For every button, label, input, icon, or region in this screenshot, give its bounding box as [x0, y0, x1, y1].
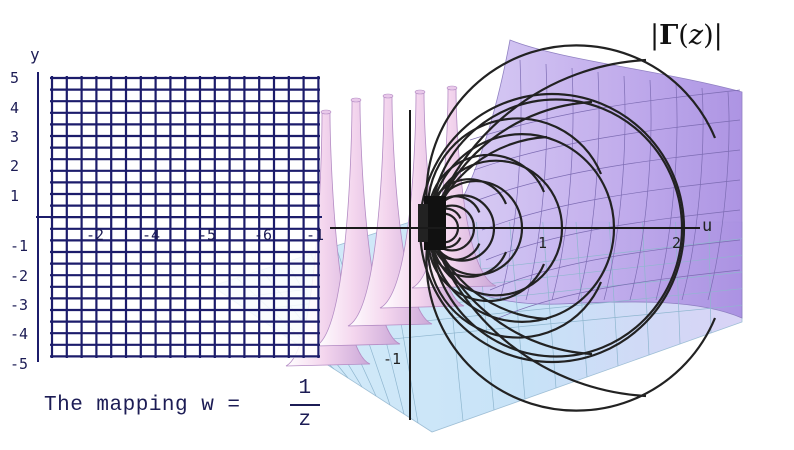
z-y-tick: -3 — [10, 296, 28, 314]
w-arc-upper — [425, 44, 717, 229]
surface-wall — [419, 39, 743, 319]
z-y-tick: 2 — [10, 157, 19, 175]
w-arc-upper — [426, 117, 603, 229]
z-y-tick: -2 — [10, 267, 28, 285]
fraction-denominator: z — [298, 409, 312, 432]
caption-text: The mapping w = — [44, 394, 241, 417]
origin-cluster — [418, 196, 446, 250]
z-y-tick: 3 — [10, 128, 19, 146]
w-arc-lower — [428, 227, 647, 398]
pole-spike-tip — [350, 97, 362, 103]
fraction-bar — [290, 404, 320, 406]
w-arc-lower — [425, 227, 717, 412]
z-x-tick: -2 — [86, 226, 104, 244]
z-y-tick: 1 — [10, 187, 19, 205]
w-arc-lower — [426, 227, 603, 339]
v-tick-minus-1: -1 — [383, 350, 401, 368]
pole-spike-tip — [446, 85, 458, 91]
z-x-tick: -5 — [198, 226, 216, 244]
fraction-numerator: 1 — [298, 377, 312, 400]
z-y-tick: -5 — [10, 355, 28, 373]
gamma-modulus-label: |Γ(z)| — [650, 20, 723, 51]
w-arc-upper — [428, 58, 647, 229]
pole-spike-tip — [414, 89, 426, 95]
u-tick-1: 1 — [538, 234, 547, 252]
pole-spike-tip — [382, 93, 394, 99]
z-y-axis-label: y — [30, 45, 40, 64]
z-y-tick: -1 — [10, 237, 28, 255]
z-y-tick: 4 — [10, 99, 19, 117]
fraction: 1 z — [290, 376, 320, 434]
z-plane-grid: y 5 4 3 2 1 -1 -2 -3 -4 -5 -2 -4 -5 -6 -1 — [10, 45, 324, 373]
z-x-tick: -4 — [142, 226, 160, 244]
u-tick-2: 2 — [672, 234, 681, 252]
w-plane-image: u 1 2 -1 — [330, 44, 717, 420]
pole-spike-tip — [320, 109, 332, 115]
z-x-tick: -1 — [306, 226, 324, 244]
z-y-tick: -4 — [10, 325, 28, 343]
u-axis-label: u — [702, 216, 712, 236]
z-x-tick: -6 — [254, 226, 272, 244]
z-y-tick: 5 — [10, 69, 19, 87]
